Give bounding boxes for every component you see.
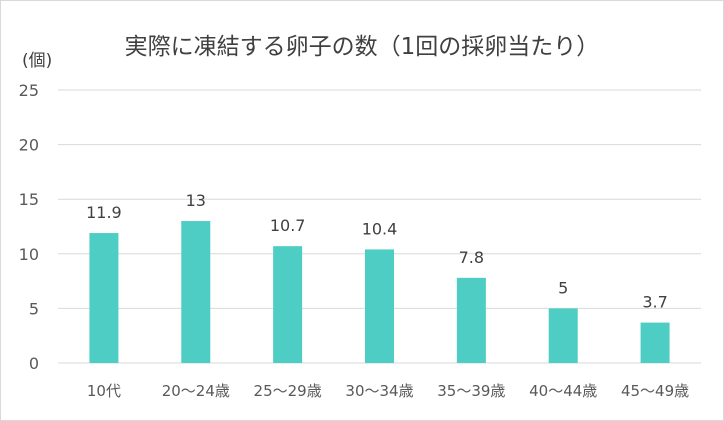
data-label: 10.4 bbox=[362, 219, 398, 238]
data-label: 13 bbox=[186, 191, 206, 210]
data-label: 10.7 bbox=[270, 216, 306, 235]
y-tick-label: 10 bbox=[19, 245, 39, 264]
x-category-label: 40～44歳 bbox=[529, 382, 597, 400]
bar bbox=[456, 277, 486, 363]
x-category-label: 20～24歳 bbox=[162, 382, 230, 400]
bar bbox=[640, 322, 670, 363]
x-category-label: 35～39歳 bbox=[437, 382, 505, 400]
data-label: 3.7 bbox=[642, 293, 667, 312]
x-category-label: 10代 bbox=[87, 382, 121, 400]
bar bbox=[365, 249, 394, 363]
y-tick-label: 5 bbox=[29, 299, 39, 318]
bar bbox=[273, 246, 303, 363]
y-tick-label: 15 bbox=[19, 190, 39, 209]
data-label: 11.9 bbox=[86, 203, 122, 222]
x-category-label: 45～49歳 bbox=[621, 382, 689, 400]
y-axis-unit-label: (個) bbox=[22, 51, 53, 71]
bar bbox=[181, 221, 211, 363]
data-label: 7.8 bbox=[459, 248, 484, 267]
bar bbox=[89, 233, 119, 363]
x-category-label: 30～34歳 bbox=[345, 382, 413, 400]
y-tick-label: 20 bbox=[19, 136, 39, 155]
chart-title: 実際に凍結する卵子の数（1回の採卵当たり） bbox=[124, 34, 600, 60]
y-tick-label: 0 bbox=[29, 354, 39, 373]
x-category-label: 25～29歳 bbox=[254, 382, 322, 400]
y-tick-label: 25 bbox=[19, 81, 39, 100]
data-label: 5 bbox=[558, 278, 568, 297]
bar bbox=[548, 308, 578, 363]
